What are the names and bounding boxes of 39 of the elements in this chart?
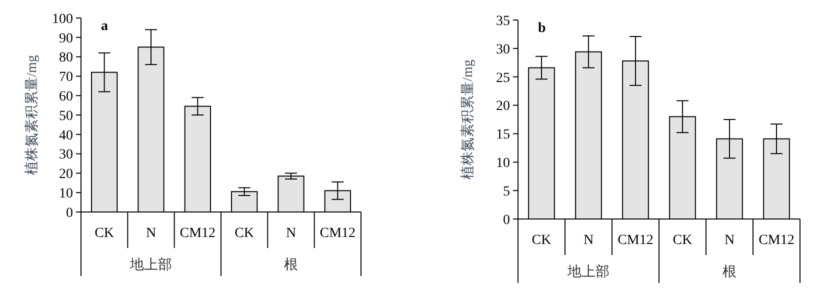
y-tick-label: 50 [59, 108, 73, 124]
y-axis-title: 植株氮素积累量/mg [24, 55, 40, 175]
y-tick-label: 15 [496, 128, 510, 143]
text: 根 [722, 264, 736, 280]
y-tick-label: 0 [503, 212, 510, 228]
y-axis-title: 植株氮素积累量/mg [460, 60, 476, 180]
y-tick-label: 40 [59, 128, 73, 144]
x-tick-label: N [286, 226, 296, 241]
y-tick-label: 20 [496, 99, 510, 114]
y-tick-label: 90 [59, 31, 73, 46]
y-tick-label: 100 [52, 12, 73, 27]
y-tick-label: 30 [59, 148, 73, 163]
chart-title: b [538, 21, 546, 36]
text: 地上部 [129, 256, 172, 273]
chart-title: a [101, 19, 108, 34]
text: 地上部 [566, 264, 610, 280]
x-tick-label: CM12 [618, 232, 654, 248]
x-tick-label: N [583, 232, 594, 248]
y-tick-label: 30 [496, 42, 510, 58]
y-tick-label: 10 [496, 156, 510, 172]
y-tick-label: 10 [59, 186, 73, 202]
y-tick-label: 70 [59, 70, 73, 86]
text: 根 [284, 256, 298, 273]
x-tick-label: CK [532, 232, 552, 248]
x-tick-label: CM12 [320, 226, 356, 241]
y-tick-label: 5 [503, 184, 510, 200]
y-tick-label: 25 [496, 70, 510, 86]
x-tick-label: CM12 [758, 232, 794, 248]
y-tick-label: 80 [59, 50, 73, 66]
x-tick-label: N [146, 226, 156, 241]
y-tick-label: 0 [66, 206, 73, 221]
y-tick-label: 35 [496, 14, 510, 29]
y-tick-label: 60 [59, 90, 73, 104]
x-tick-label: CM12 [180, 226, 216, 241]
x-tick-label: CK [672, 232, 692, 248]
x-tick-label: N [724, 232, 735, 248]
x-tick-label: CK [94, 226, 114, 241]
y-tick-label: 20 [59, 167, 73, 182]
x-tick-label: CK [234, 226, 254, 241]
